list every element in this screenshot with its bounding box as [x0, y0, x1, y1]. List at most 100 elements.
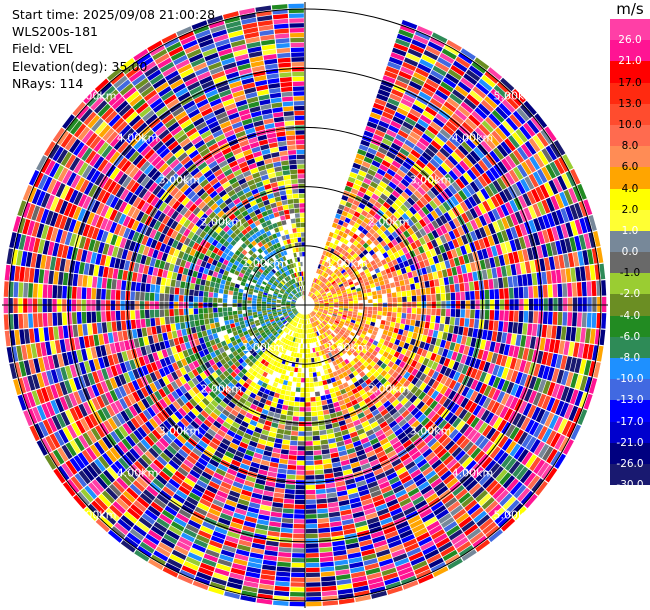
velocity-gate: [474, 392, 483, 404]
velocity-gate: [326, 323, 331, 328]
velocity-gate: [410, 469, 422, 479]
velocity-gate: [379, 164, 389, 172]
velocity-gate: [36, 372, 45, 388]
velocity-gate: [583, 360, 592, 376]
velocity-gate: [380, 319, 386, 325]
velocity-gate: [473, 319, 480, 329]
velocity-gate: [417, 63, 432, 74]
velocity-gate: [380, 240, 387, 248]
velocity-gate: [292, 538, 305, 544]
velocity-gate: [305, 387, 310, 393]
velocity-gate: [224, 320, 230, 326]
velocity-gate: [315, 314, 320, 318]
velocity-gate: [286, 303, 291, 305]
velocity-gate: [106, 466, 119, 480]
velocity-gate: [77, 274, 83, 287]
velocity-gate: [264, 343, 270, 349]
velocity-gate: [23, 410, 33, 427]
velocity-gate: [403, 174, 413, 184]
velocity-gate: [311, 311, 315, 316]
velocity-gate: [40, 387, 50, 403]
velocity-gate: [313, 283, 317, 288]
velocity-gate: [389, 337, 396, 344]
velocity-gate: [367, 292, 372, 297]
velocity-gate: [53, 271, 59, 285]
velocity-gate: [340, 269, 346, 274]
velocity-gate: [365, 567, 381, 576]
velocity-gate: [378, 558, 394, 567]
velocity-gate: [575, 327, 582, 342]
velocity-gate: [183, 427, 194, 437]
velocity-gate: [310, 312, 314, 317]
velocity-gate: [381, 176, 391, 185]
velocity-gate: [488, 504, 502, 517]
velocity-gate: [297, 446, 305, 451]
velocity-gate: [223, 316, 229, 321]
velocity-gate: [317, 346, 321, 352]
velocity-gate: [277, 341, 283, 346]
velocity-gate: [262, 310, 267, 314]
velocity-gate: [513, 506, 527, 521]
velocity-gate: [562, 283, 568, 297]
velocity-gate: [290, 314, 295, 318]
velocity-gate: [517, 347, 525, 360]
velocity-gate: [136, 378, 145, 389]
velocity-gate: [479, 383, 488, 395]
velocity-gate: [501, 367, 509, 380]
velocity-gate: [515, 128, 528, 143]
velocity-gate: [178, 407, 187, 417]
velocity-gate: [504, 138, 516, 152]
velocity-gate: [374, 446, 384, 454]
velocity-gate: [189, 289, 194, 296]
velocity-gate: [161, 509, 175, 521]
velocity-gate: [379, 205, 388, 213]
velocity-gate: [31, 390, 41, 406]
velocity-gate: [332, 313, 337, 317]
velocity-gate: [403, 371, 411, 380]
velocity-gate: [431, 427, 441, 437]
velocity-gate: [349, 561, 364, 569]
velocity-gate: [260, 331, 266, 337]
velocity-gate: [398, 470, 410, 480]
velocity-gate: [50, 227, 59, 242]
velocity-gate: [537, 168, 548, 184]
velocity-gate: [167, 364, 175, 373]
velocity-gate: [382, 351, 389, 358]
velocity-gate: [64, 380, 73, 394]
velocity-gate: [295, 343, 299, 348]
velocity-gate: [82, 432, 93, 446]
velocity-gate: [388, 503, 401, 512]
velocity-gate: [40, 254, 47, 269]
velocity-gate: [259, 318, 264, 322]
velocity-gate: [150, 361, 158, 372]
velocity-gate: [438, 541, 453, 553]
velocity-gate: [378, 454, 389, 463]
velocity-gate: [332, 261, 338, 267]
velocity-gate: [289, 396, 295, 402]
velocity-gate: [501, 230, 509, 242]
velocity-gate: [477, 349, 484, 360]
velocity-gate: [263, 554, 278, 561]
velocity-gate: [129, 448, 141, 460]
velocity-gate: [220, 358, 227, 366]
velocity-gate: [156, 517, 170, 529]
velocity-gate: [96, 311, 102, 323]
velocity-gate: [489, 310, 495, 320]
velocity-gate: [286, 308, 292, 311]
velocity-gate: [328, 511, 341, 518]
velocity-gate: [379, 225, 387, 233]
velocity-gate: [310, 323, 313, 328]
velocity-gate: [76, 248, 83, 262]
velocity-gate: [315, 488, 326, 495]
velocity-gate: [171, 371, 179, 381]
velocity-gate: [416, 295, 422, 302]
velocity-gate: [430, 315, 436, 323]
velocity-gate: [480, 188, 490, 200]
velocity-gate: [396, 291, 402, 298]
velocity-gate: [263, 404, 271, 411]
velocity-gate: [213, 297, 218, 303]
velocity-gate: [330, 392, 337, 399]
velocity-gate: [103, 469, 116, 483]
velocity-gate: [53, 468, 66, 484]
velocity-gate: [520, 417, 531, 431]
